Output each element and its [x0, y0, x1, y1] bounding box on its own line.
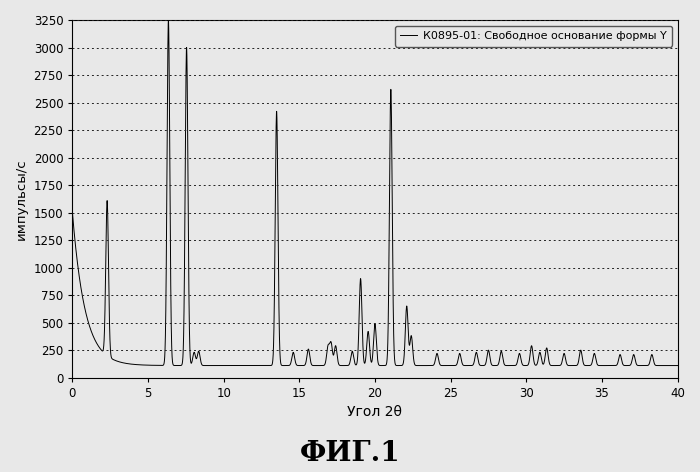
Y-axis label: импульсы/с: импульсы/с: [15, 158, 28, 240]
Legend: К0895-01: Свободное основание формы Y: К0895-01: Свободное основание формы Y: [395, 25, 672, 47]
К0895-01: Свободное основание формы Y: (6.35, 3.25e+03): Свободное основание формы Y: (6.35, 3.25…: [164, 17, 173, 23]
Text: ФИГ.1: ФИГ.1: [300, 440, 400, 467]
К0895-01: Свободное основание формы Y: (2.1, 352): Свободное основание формы Y: (2.1, 352): [100, 336, 108, 342]
К0895-01: Свободное основание формы Y: (24.3, 115): Свободное основание формы Y: (24.3, 115): [436, 362, 445, 368]
К0895-01: Свободное основание формы Y: (0, 1.51e+03): Свободное основание формы Y: (0, 1.51e+0…: [68, 209, 76, 214]
К0895-01: Свободное основание формы Y: (21.1, 2.62e+03): Свободное основание формы Y: (21.1, 2.62…: [386, 86, 395, 92]
К0895-01: Свободное основание формы Y: (5.93, 111): Свободное основание формы Y: (5.93, 111): [158, 362, 167, 368]
К0895-01: Свободное основание формы Y: (40, 110): Свободное основание формы Y: (40, 110): [673, 362, 682, 368]
К0895-01: Свободное основание формы Y: (35.3, 110): Свободное основание формы Y: (35.3, 110): [602, 362, 610, 368]
К0895-01: Свободное основание формы Y: (20.5, 110): Свободное основание формы Y: (20.5, 110): [378, 362, 386, 368]
X-axis label: Угол 2θ: Угол 2θ: [347, 405, 402, 419]
Line: К0895-01: Свободное основание формы Y: К0895-01: Свободное основание формы Y: [72, 20, 678, 365]
К0895-01: Свободное основание формы Y: (10.4, 110): Свободное основание формы Y: (10.4, 110): [225, 362, 233, 368]
